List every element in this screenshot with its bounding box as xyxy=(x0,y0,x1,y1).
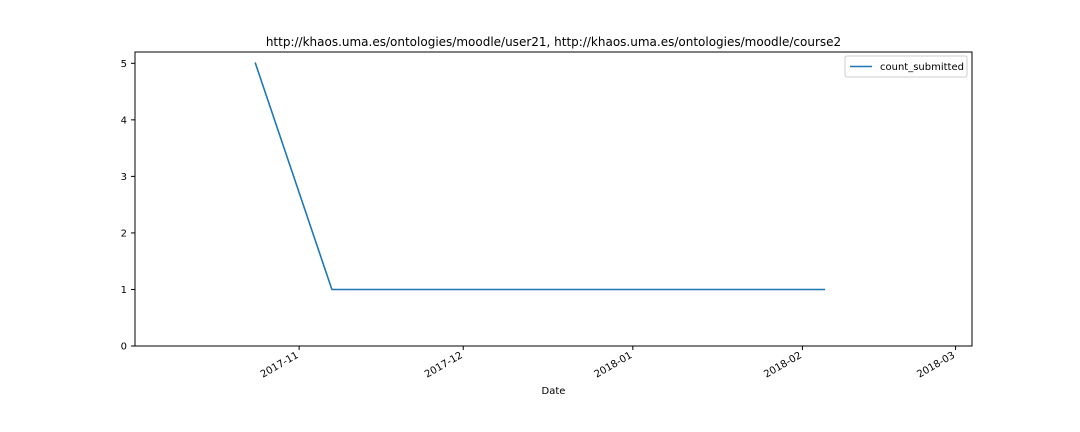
legend: count_submitted xyxy=(844,55,968,78)
series-line-count-submitted xyxy=(254,62,826,291)
axes-frame xyxy=(134,51,973,347)
y-tick-label: 2 xyxy=(121,228,127,239)
y-tick-label: 3 xyxy=(121,172,127,183)
legend-box xyxy=(844,55,968,78)
y-tick-label: 4 xyxy=(121,115,127,126)
y-tick-label: 5 xyxy=(121,59,127,70)
legend-label-count-submitted: count_submitted xyxy=(880,62,964,73)
x-axis-label: Date xyxy=(542,386,566,397)
series-layer xyxy=(254,62,826,291)
y-axis: 0 1 2 3 4 5 xyxy=(121,59,135,353)
chart-title: http://khaos.uma.es/ontologies/moodle/us… xyxy=(266,35,841,49)
y-tick-label: 0 xyxy=(121,342,127,353)
y-tick-label: 1 xyxy=(121,285,127,296)
